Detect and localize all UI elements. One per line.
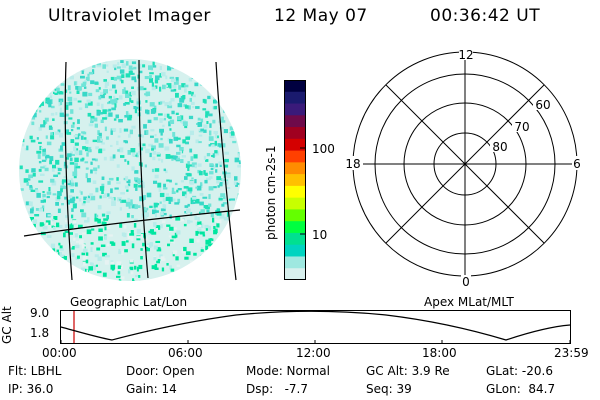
- geographic-image: [19, 59, 241, 281]
- mlt-label-top: 12: [458, 48, 473, 62]
- colorbar-tick-100: 100: [312, 142, 335, 156]
- glat-readout: GLat: -20.6: [486, 364, 553, 378]
- colorbar-band: [284, 232, 306, 246]
- date-label: 12 May 07: [274, 6, 368, 26]
- filter-readout: Flt: LBHL: [8, 364, 62, 378]
- alt-xtick-0600: 06:00: [168, 346, 203, 360]
- glon-readout: GLon: 84.7: [486, 382, 556, 396]
- colorbar-band: [284, 91, 306, 105]
- geographic-label: Geographic Lat/Lon: [70, 295, 188, 309]
- lat-label-70: 70: [514, 120, 529, 134]
- colorbar-tick-10: 10: [312, 228, 328, 242]
- instrument-title: Ultraviolet Imager: [48, 6, 211, 26]
- colorbar-band: [284, 268, 306, 280]
- mlt-label-bottom: 0: [462, 275, 470, 286]
- mlt-label-right: 6: [573, 157, 581, 171]
- lat-label-80: 80: [492, 140, 507, 154]
- colorbar-band: [284, 115, 306, 128]
- colorbar-band: [284, 244, 306, 258]
- colorbar-band: [284, 185, 306, 199]
- colorbar-band: [284, 256, 306, 269]
- mode-readout: Mode: Normal: [246, 364, 330, 378]
- colorbar-band: [284, 221, 306, 234]
- colorbar-band: [284, 209, 306, 222]
- altitude-plot-frame: [60, 310, 571, 344]
- color-scale-bar: [284, 80, 306, 280]
- dsp-readout: Dsp: -7.7: [246, 382, 309, 396]
- colorbar-band: [284, 127, 306, 140]
- seq-readout: Seq: 39: [366, 382, 412, 396]
- alt-xtick-1200: 12:00: [296, 346, 331, 360]
- colorbar-band: [284, 174, 306, 187]
- ip-readout: IP: 36.0: [8, 382, 54, 396]
- time-label: 00:36:42 UT: [430, 6, 541, 26]
- door-readout: Door: Open: [126, 364, 195, 378]
- lat-label-60: 60: [535, 98, 550, 112]
- mlt-label-left: 18: [345, 157, 360, 171]
- colorbar-band: [284, 138, 306, 152]
- colorbar-unit-label: photon cm-2s-1: [264, 145, 278, 241]
- alt-xtick-0000: 00:00: [42, 346, 77, 360]
- alt-xtick-1800: 18:00: [422, 346, 457, 360]
- lat-lon-grid: [23, 59, 241, 281]
- altitude-timeline-plot: [60, 310, 571, 344]
- alt-ytick-1-8: 1.8: [30, 326, 50, 340]
- colorbar-band: [284, 80, 306, 93]
- alt-xtick-2359: 23:59: [554, 346, 589, 360]
- alt-ytick-9: 9.0: [30, 306, 50, 320]
- gain-readout: Gain: 14: [126, 382, 177, 396]
- colorbar-band: [284, 103, 306, 116]
- polar-plot-label: Apex MLat/MLT: [424, 295, 514, 309]
- polar-diagonal-2: [385, 84, 545, 244]
- altitude-curve: [60, 310, 571, 341]
- polar-mlt-plot: 12 0 18 6 60 70 80: [343, 48, 582, 286]
- colorbar-band: [284, 197, 306, 211]
- gc-alt-readout: GC Alt: 3.9 Re: [366, 364, 450, 378]
- colorbar-band: [284, 162, 306, 175]
- colorbar-band: [284, 150, 306, 163]
- gc-alt-axis-label: GC Alt: [0, 306, 14, 344]
